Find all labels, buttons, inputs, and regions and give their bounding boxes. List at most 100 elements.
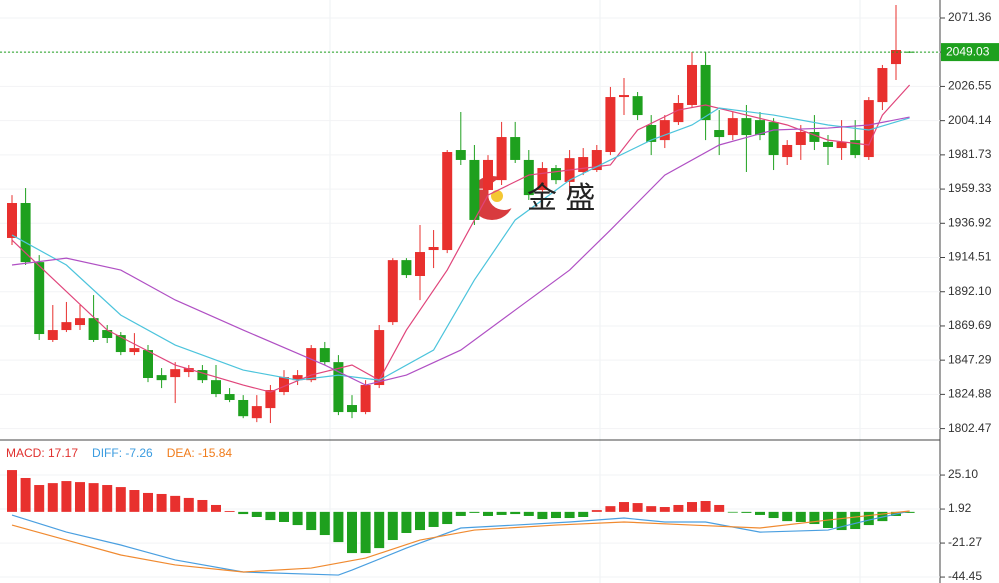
candle-body [170,369,181,378]
candle-body [578,157,589,173]
candle-body [292,375,303,381]
macd-bar [401,511,412,533]
candle-body [809,132,820,142]
y-tick-label: 1936.92 [948,215,992,229]
macd-bar [7,470,17,512]
macd-bar [455,511,466,516]
macd-bar [20,477,31,512]
candle-body [211,380,221,395]
y-tick-label: 1869.69 [948,318,992,332]
y-tick-label: 25.10 [948,467,978,481]
line-series [11,84,911,393]
macd-bar [279,511,289,522]
macd-bar [251,511,262,517]
macd-bar [211,504,221,512]
macd-bar [605,506,616,512]
macd-bar [61,481,72,512]
macd-bar [795,511,806,522]
macd-bar [292,511,303,526]
line-series [11,107,910,381]
candle-body [333,362,344,413]
candle-body [47,330,58,340]
candle-body [102,330,113,338]
candle-body [877,68,888,103]
macd-bar [809,511,820,525]
legend-entry: DEA: -15.84 [167,446,233,460]
candle-body [61,322,72,331]
macd-bar [238,511,249,515]
candle-body [387,260,398,323]
macd-bar [727,511,738,513]
macd-bar [483,511,493,516]
logo-dot [491,190,503,202]
candle-body [619,95,629,98]
candle-body [115,335,126,353]
macd-bar [333,511,344,543]
macd-bar [782,511,793,522]
y-tick-label: 1892.10 [948,284,992,298]
macd-bar [551,511,561,519]
candle-body [700,64,711,121]
candle-body [483,159,493,191]
y-tick-label: 1.92 [948,501,972,515]
macd-bar [143,492,153,512]
last-price-label: 2049.03 [946,44,990,58]
logo-cut [488,178,520,210]
line-series [11,510,910,576]
macd-bar [863,511,874,526]
candle-body [156,375,167,381]
macd-bar [469,511,480,513]
y-tick-label: 1802.47 [948,421,992,435]
candle-body [469,159,480,220]
macd-bar [510,511,521,515]
candle-body [714,130,725,138]
macd-bar [415,511,425,531]
candle-body [360,385,371,413]
candle-body [129,348,140,353]
y-tick-label: 2071.36 [948,10,992,24]
macd-bar [591,510,602,512]
candle-body [727,118,738,136]
candle-body [415,252,425,277]
candle-body [20,203,31,263]
candle-body [238,399,249,417]
macd-bar [102,485,113,512]
watermark: 金 盛 [527,182,595,215]
candle-body [823,141,833,147]
macd-bar [197,499,208,512]
y-tick-label: 2026.55 [948,79,992,93]
macd-bar [183,497,194,512]
candle-body [496,137,507,181]
candle-body [183,368,194,373]
macd-bar [88,483,99,512]
candle-body [687,64,697,105]
macd-bar [428,511,439,527]
candle-body [659,120,670,141]
y-tick-label: 1981.73 [948,147,992,161]
candle-body [782,144,793,158]
macd-bar [115,487,126,512]
y-tick-label: 1914.51 [948,250,992,264]
macd-bar [904,511,915,513]
candle-body [401,260,412,276]
candle-body [75,318,85,326]
candle-body [251,406,262,419]
macd-bar [442,511,453,525]
macd-bar [537,511,548,520]
macd-bar [265,511,276,521]
macd-bar [741,511,752,513]
macd-bar [646,506,657,512]
candle-body [795,132,806,145]
candle-body [306,348,317,381]
y-tick-label: -21.27 [948,535,982,549]
macd-bar [836,511,847,531]
candle-body [605,97,616,153]
y-tick-label: 1959.33 [948,181,992,195]
macd-bar [632,503,643,512]
macd-bar [75,482,85,512]
candle-body [265,390,276,409]
macd-bar [768,511,779,519]
macd-bar [347,511,357,554]
legend-entry: DIFF: -7.26 [92,446,153,460]
